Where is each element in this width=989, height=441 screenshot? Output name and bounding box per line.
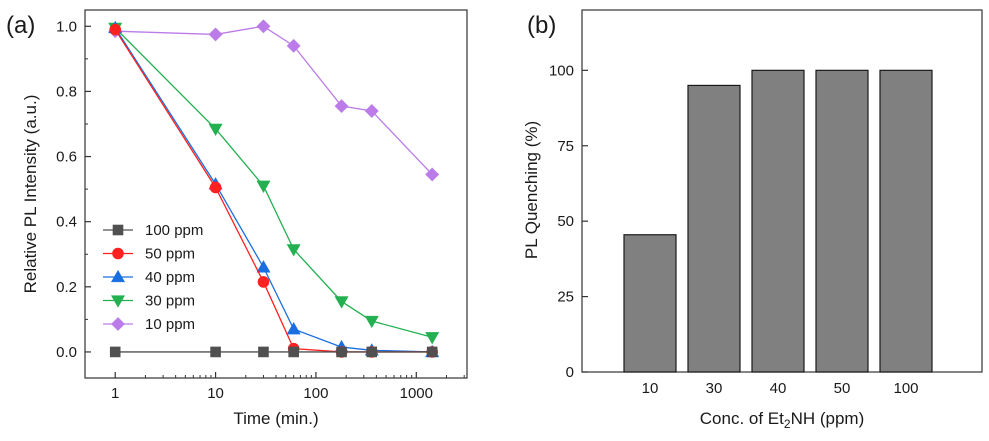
x-tick-label: 50: [834, 380, 851, 397]
y-tick-label: 25: [557, 289, 574, 306]
panel-a-y-ticks: 0.0 0.2 0.4 0.6 0.8 1.0: [56, 18, 91, 361]
panel-b-x-ticks: 10 30 40 50 100: [642, 380, 919, 397]
y-tick-label: 50: [557, 213, 574, 230]
data-point-40-ppm: [256, 260, 271, 273]
series-30-ppm: [108, 22, 440, 345]
panel-a-x-axis-title: Time (min.): [233, 409, 318, 428]
legend-marker: [110, 295, 126, 308]
data-point-100-ppm: [336, 346, 347, 358]
data-point-30-ppm: [208, 123, 223, 136]
bar-40: [751, 69, 805, 373]
bar-10: [623, 234, 677, 373]
series-100-ppm: [109, 346, 438, 358]
x-tick-label: 1: [111, 385, 119, 402]
panel-b-x-axis-title-subscript: 2: [784, 417, 791, 431]
bar-100: [879, 69, 933, 373]
panel-a-label: (a): [6, 12, 35, 39]
y-tick-label: 0.4: [56, 214, 77, 231]
series-line-10-ppm: [115, 25, 433, 175]
data-point-50-ppm: [209, 181, 222, 194]
data-point-100-ppm: [210, 346, 221, 358]
x-tick-label: 40: [770, 380, 787, 397]
data-point-10-ppm: [364, 104, 379, 118]
legend-marker: [110, 269, 126, 283]
x-tick-label: 10: [642, 380, 659, 397]
legend-entry: 40 ppm: [103, 269, 195, 286]
panel-b-y-axis-title: PL Quenching (%): [522, 121, 541, 259]
data-point-50-ppm: [109, 23, 122, 36]
data-point-10-ppm: [256, 19, 271, 34]
data-point-10-ppm: [425, 167, 440, 182]
data-point-100-ppm: [426, 346, 438, 358]
data-point-10-ppm: [208, 27, 223, 42]
panel-b-y-ticks: 0 25 50 75 100: [549, 62, 588, 381]
x-tick-label: 10: [207, 385, 224, 402]
legend-marker: [111, 317, 125, 331]
legend-entry: 30 ppm: [103, 293, 195, 310]
y-tick-label: 75: [557, 138, 574, 155]
x-tick-label: 1000: [400, 385, 433, 402]
bar-30: [687, 84, 741, 373]
bar-50: [815, 69, 869, 373]
panel-b-x-axis-title-part2: NH (ppm): [791, 409, 865, 428]
data-point-100-ppm: [258, 346, 269, 358]
legend-entry: 10 ppm: [103, 316, 195, 333]
data-point-100-ppm: [109, 346, 121, 358]
legend-marker: [112, 247, 124, 260]
y-tick-label: 1.0: [56, 18, 77, 35]
panel-a-legend: 100 ppm 50 ppm 40 ppm 30 ppm 10 ppm: [103, 222, 203, 333]
data-point-50-ppm: [257, 276, 270, 288]
series-line-30-ppm: [114, 27, 433, 338]
y-tick-label: 0.8: [56, 83, 77, 100]
legend-entry: 100 ppm: [103, 222, 203, 239]
y-tick-label: 100: [549, 62, 574, 79]
y-tick-label: 0: [566, 364, 574, 381]
panel-a-x-ticks: 1 10 100 1000: [111, 372, 465, 402]
series-10-ppm: [108, 19, 440, 182]
data-point-10-ppm: [334, 99, 349, 113]
panel-b-x-axis-title-part1: Conc. of Et: [700, 409, 784, 428]
data-point-30-ppm: [425, 332, 440, 345]
data-point-10-ppm: [286, 38, 301, 53]
legend-entry: 50 ppm: [103, 246, 195, 263]
legend-label: 30 ppm: [145, 293, 195, 310]
x-tick-label: 100: [303, 385, 328, 402]
legend-marker: [112, 224, 124, 236]
y-tick-label: 0.6: [56, 149, 77, 166]
data-point-30-ppm: [286, 244, 301, 257]
data-point-30-ppm: [364, 315, 379, 329]
legend-label: 50 ppm: [145, 246, 195, 263]
data-point-30-ppm: [256, 180, 271, 193]
panel-a-plot-frame: [84, 9, 468, 379]
panel-a-y-axis-title: Relative PL Intensity (a.u.): [21, 95, 40, 294]
data-point-100-ppm: [366, 346, 378, 358]
legend-label: 100 ppm: [145, 222, 203, 239]
panel-b: (b) 0 25 50 75 100 10 30 40 50 100 Conc. of Et2N…: [522, 9, 983, 431]
y-tick-label: 0.0: [56, 344, 77, 361]
data-point-100-ppm: [288, 346, 299, 358]
legend-label: 40 ppm: [145, 269, 195, 286]
y-tick-label: 0.2: [56, 279, 77, 296]
data-point-30-ppm: [334, 296, 349, 309]
panel-a-series: [108, 19, 440, 358]
panel-b-label: (b): [527, 12, 556, 39]
data-point-40-ppm: [286, 322, 301, 335]
panel-a: (a) 1 10 100 1000 0.0 0.2 0.4 0.6 0.8 1.0 100 pp…: [6, 9, 468, 428]
x-tick-label: 30: [706, 380, 723, 397]
x-tick-label: 100: [893, 380, 918, 397]
legend-label: 10 ppm: [145, 316, 195, 333]
panel-b-x-axis-title: Conc. of Et2NH (ppm): [700, 409, 864, 431]
panel-b-bars: [623, 69, 933, 373]
